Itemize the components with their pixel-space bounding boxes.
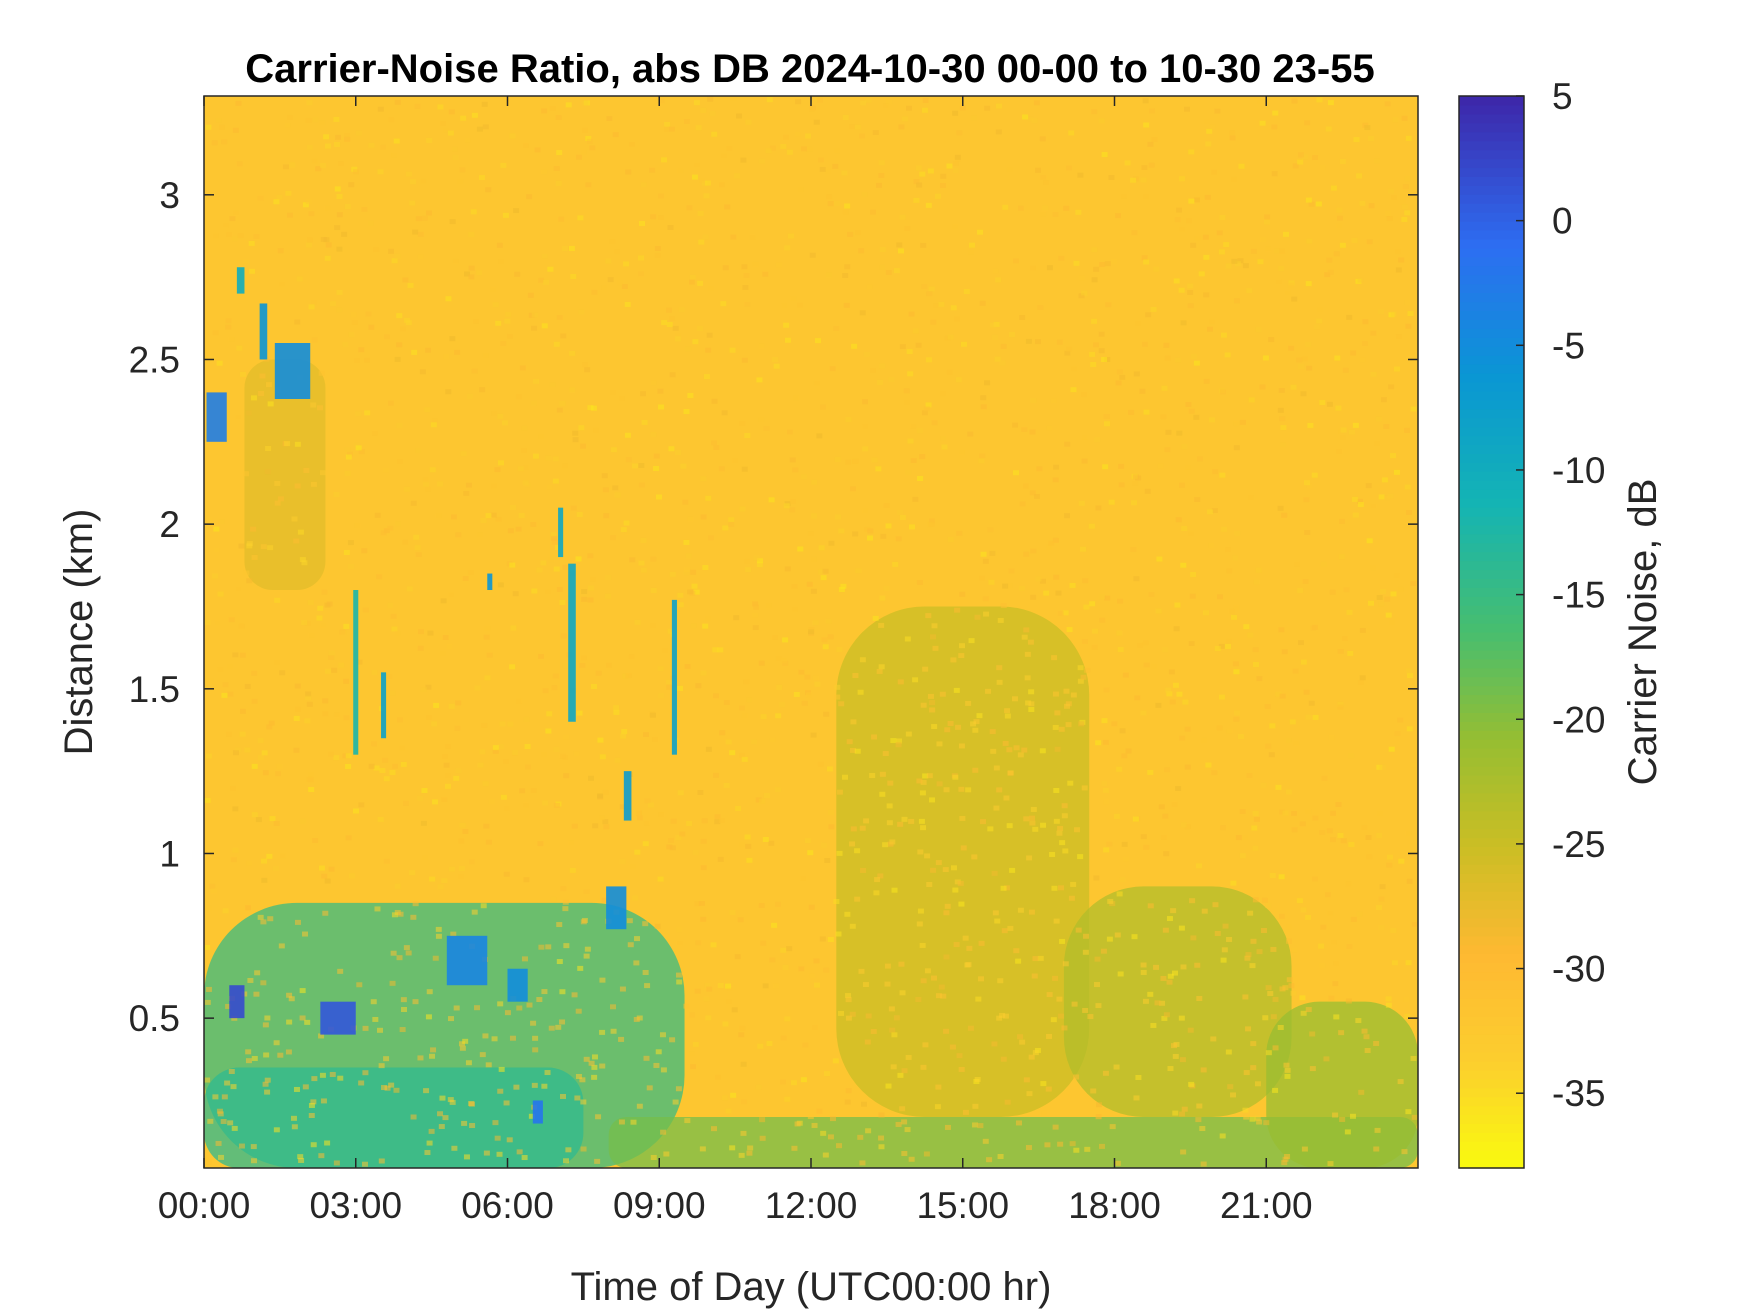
heatmap-feature-2 (274, 343, 311, 399)
y-axis-ticks: 0.5 1 1.5 2 2.5 3 (129, 175, 1418, 1039)
y-axis-label: Distance (km) (57, 509, 101, 756)
heatmap-feature-7 (558, 507, 564, 558)
y-tick-label: 3 (159, 175, 180, 216)
colorbar-tick-label: -30 (1552, 949, 1605, 990)
heatmap-region-2 (244, 359, 326, 591)
heatmap-feature-9 (671, 599, 677, 755)
colorbar-tick-label: -20 (1552, 699, 1605, 740)
x-tick-label: 03:00 (309, 1185, 402, 1226)
heatmap-feature-0 (206, 392, 227, 442)
x-tick-label: 18:00 (1068, 1185, 1161, 1226)
heatmap-feature-1 (259, 303, 268, 360)
heatmap-feature-11 (606, 886, 627, 930)
x-tick-label: 15:00 (916, 1185, 1009, 1226)
heatmap-speckle (204, 96, 1418, 1167)
colorbar-frame (1458, 95, 1525, 1169)
heatmap-region-6 (1266, 1001, 1418, 1168)
heatmap-feature-12 (229, 985, 245, 1019)
heatmap-feature-6 (487, 573, 493, 591)
y-tick-label: 2 (159, 504, 180, 545)
heatmap-feature-8 (568, 563, 576, 722)
x-tick-label: 00:00 (158, 1185, 251, 1226)
heatmap-feature-15 (446, 935, 488, 986)
colorbar-tick-label: -5 (1552, 325, 1585, 366)
colorbar-tick-label: -10 (1552, 450, 1605, 491)
colorbar-ticks: 5 0 -5 -10 -15 -20 -25 -30 -35 (1516, 76, 1605, 1114)
colorbar (1459, 96, 1524, 1169)
colorbar-tick-label: -35 (1552, 1073, 1605, 1114)
heatmap-feature-16 (532, 1100, 543, 1124)
heatmap-feature-14 (507, 968, 528, 1002)
x-axis-ticks: 00:00 03:00 06:00 09:00 12:00 15:00 18:00 21:00 (158, 96, 1313, 1226)
heatmap-feature-4 (353, 590, 359, 755)
colorbar-tick-label: -25 (1552, 824, 1605, 865)
heatmap-region-1 (204, 1067, 584, 1168)
heatmap-region-4 (836, 606, 1090, 1117)
x-tick-label: 06:00 (461, 1185, 554, 1226)
heatmap-feature-5 (381, 672, 387, 739)
x-tick-label: 21:00 (1220, 1185, 1313, 1226)
colorbar-label: Carrier Noise, dB (1621, 479, 1665, 786)
colorbar-tick-label: 0 (1552, 201, 1573, 242)
x-tick-label: 12:00 (765, 1185, 858, 1226)
x-tick-label: 09:00 (613, 1185, 706, 1226)
heatmap-feature-10 (623, 771, 632, 821)
heatmap-image (204, 96, 1418, 1168)
colorbar-tick-label: -15 (1552, 575, 1605, 616)
heatmap-region-5 (1063, 886, 1292, 1117)
heatmap-feature-13 (320, 1001, 356, 1035)
heatmap-region-3 (608, 1116, 1418, 1168)
y-tick-label: 0.5 (129, 998, 180, 1039)
y-tick-label: 2.5 (129, 339, 180, 380)
chart-title: Carrier-Noise Ratio, abs DB 2024-10-30 0… (245, 47, 1374, 91)
colorbar-tick-label: 5 (1552, 76, 1573, 117)
y-tick-label: 1 (159, 833, 180, 874)
heatmap-feature-3 (236, 267, 245, 294)
y-tick-label: 1.5 (129, 669, 180, 710)
x-axis-label: Time of Day (UTC00:00 hr) (571, 1265, 1052, 1309)
